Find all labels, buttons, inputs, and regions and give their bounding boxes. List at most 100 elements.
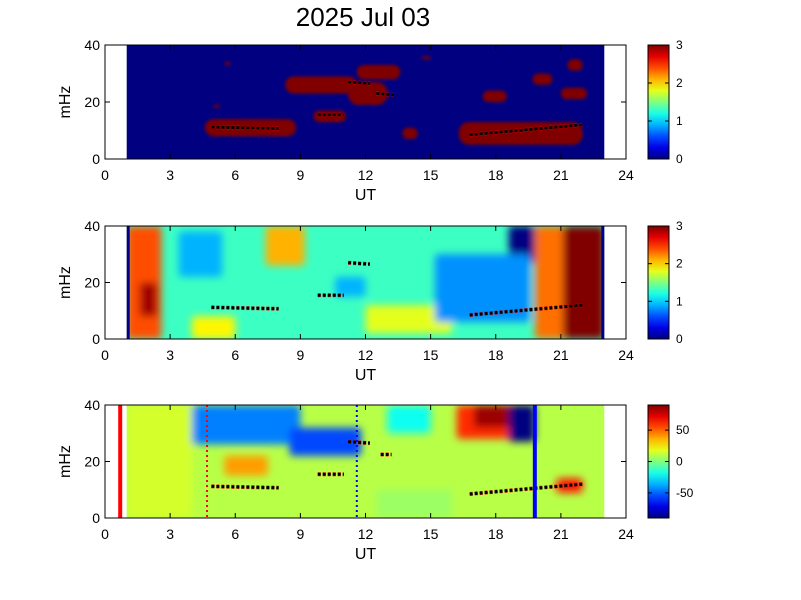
x-axis-label: UT	[355, 367, 377, 384]
y-axis-label: mHz	[57, 445, 74, 478]
heatmap-blob	[265, 226, 305, 266]
colorbar-tick-label: 50	[676, 423, 690, 437]
heatmap-blob	[534, 226, 566, 339]
y-axis-label: mHz	[57, 266, 74, 299]
field-edge	[601, 226, 605, 339]
heatmap-blob	[402, 127, 418, 140]
x-tick-label: 0	[101, 526, 109, 542]
heatmap-blob	[348, 82, 388, 105]
ridge-line	[469, 482, 583, 496]
colorbar-tick-label: 3	[676, 38, 683, 52]
heatmap-blob	[376, 489, 453, 518]
heatmap-blob	[356, 64, 401, 80]
ridge-line	[348, 261, 370, 266]
heatmap-blob	[126, 405, 192, 518]
x-tick-label: 9	[296, 167, 304, 183]
heatmap-blob	[224, 62, 231, 65]
ridge-line	[469, 123, 583, 137]
x-tick-label: 6	[231, 167, 239, 183]
x-tick-label: 3	[166, 526, 174, 542]
heatmap-blob	[335, 276, 366, 297]
colorbar-tick-label: 1	[676, 294, 683, 308]
x-tick-label: 9	[296, 347, 304, 363]
x-tick-label: 15	[423, 526, 439, 542]
figure-title: 2025 Jul 03	[295, 2, 431, 32]
y-tick-label: 0	[92, 510, 100, 526]
panel-3: 0 3 6 9 12 15 18 21 24 0 20 40 UT mHz -50 0 50	[57, 397, 694, 563]
heatmap-blob	[285, 76, 357, 94]
y-tick-label: 40	[84, 37, 100, 53]
colorbar	[647, 44, 670, 160]
heatmap-blob	[474, 405, 509, 428]
ridge-line	[376, 91, 394, 97]
ridge-line	[211, 125, 279, 131]
colorbar-tick-label: 1	[676, 114, 683, 128]
heatmap-blob	[508, 226, 535, 263]
heatmap-blob	[567, 59, 583, 71]
ridge-line	[469, 303, 583, 317]
heatmap-blob	[365, 305, 453, 334]
heatmap-blob	[224, 455, 268, 476]
heatmap-blob	[213, 104, 221, 108]
x-tick-label: 15	[423, 347, 439, 363]
heatmap-blob	[421, 56, 431, 60]
colorbar-tick-label: 3	[676, 219, 683, 233]
y-axis-label: mHz	[57, 86, 74, 119]
y-tick-label: 0	[92, 331, 100, 347]
field-edge	[126, 226, 130, 339]
heatmap-blob	[508, 405, 535, 442]
x-axis-label: UT	[355, 546, 377, 563]
x-tick-label: 12	[358, 347, 374, 363]
heatmap-blob	[563, 226, 605, 339]
x-tick-label: 12	[358, 526, 374, 542]
x-tick-label: 0	[101, 167, 109, 183]
x-tick-label: 18	[488, 526, 504, 542]
y-tick-label: 20	[84, 454, 100, 470]
heatmap-blob	[139, 282, 158, 317]
x-axis-label: UT	[355, 187, 377, 204]
ridge-line	[348, 440, 370, 445]
x-tick-label: 18	[488, 347, 504, 363]
y-tick-label: 40	[84, 397, 100, 413]
x-tick-label: 24	[618, 347, 634, 363]
heatmap-blob	[204, 119, 297, 137]
heatmap-blob	[532, 73, 553, 85]
ridge-line	[211, 305, 279, 311]
heatmap-blob	[482, 90, 507, 102]
colorbar-tick-label: 0	[676, 332, 683, 346]
x-tick-label: 9	[296, 526, 304, 542]
heatmap-blob	[191, 316, 236, 339]
ridge-line	[348, 80, 370, 85]
colorbar	[647, 225, 670, 340]
x-tick-label: 0	[101, 347, 109, 363]
x-tick-label: 24	[618, 526, 634, 542]
colorbar-tick-label: -50	[676, 486, 694, 500]
ridge-line	[211, 484, 279, 490]
x-tick-label: 21	[553, 167, 569, 183]
x-tick-label: 3	[166, 347, 174, 363]
x-tick-label: 12	[358, 167, 374, 183]
x-tick-label: 6	[231, 347, 239, 363]
x-tick-label: 21	[553, 347, 569, 363]
colorbar-tick-label: 2	[676, 257, 683, 271]
x-tick-label: 24	[618, 167, 634, 183]
y-tick-label: 20	[84, 275, 100, 291]
x-tick-label: 21	[553, 526, 569, 542]
colorbar-tick-label: 2	[676, 76, 683, 90]
y-tick-label: 0	[92, 151, 100, 167]
heatmap-blob	[289, 427, 362, 456]
heatmap-blob	[434, 254, 531, 323]
x-tick-label: 3	[166, 167, 174, 183]
x-tick-label: 18	[488, 167, 504, 183]
x-tick-label: 6	[231, 526, 239, 542]
heatmap-blob	[387, 405, 431, 434]
x-tick-label: 15	[423, 167, 439, 183]
colorbar-tick-label: 0	[676, 152, 683, 166]
heatmap-blob	[560, 87, 587, 100]
y-tick-label: 20	[84, 94, 100, 110]
heatmap-blob	[178, 231, 223, 277]
colorbar-tick-label: 0	[676, 455, 683, 469]
